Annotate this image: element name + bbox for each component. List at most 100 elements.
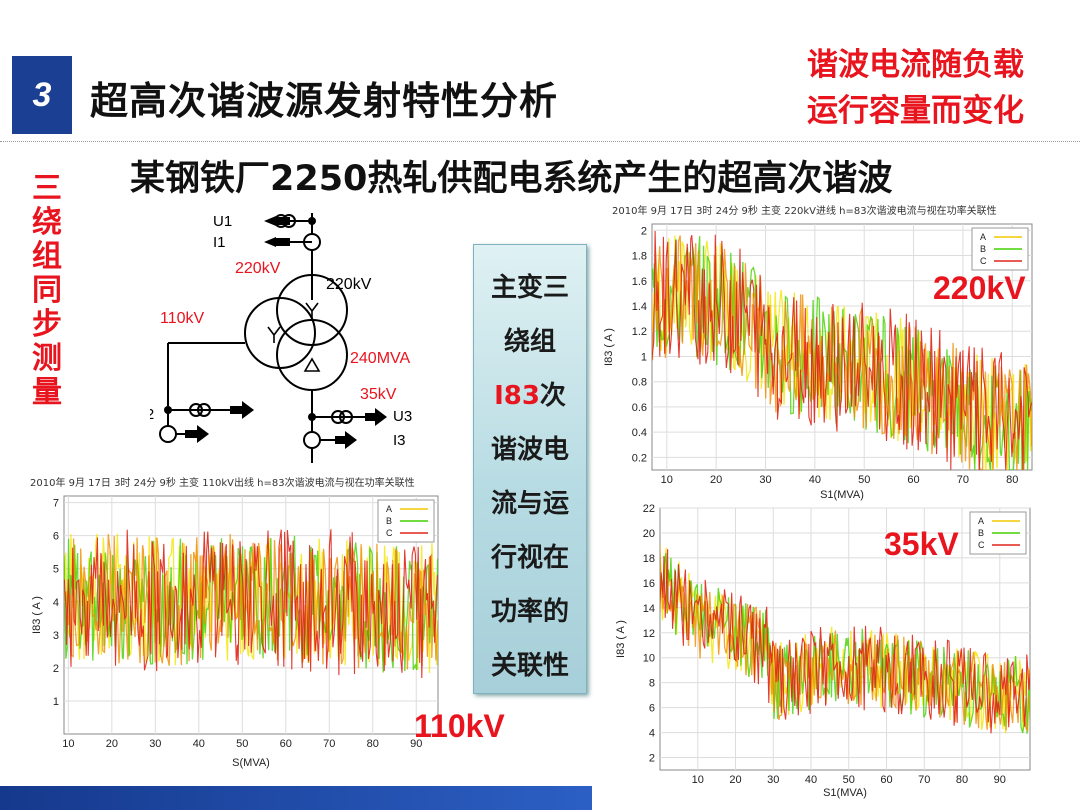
- label-u1: U1: [213, 213, 232, 230]
- x-tick-label: 40: [193, 738, 205, 750]
- label-240mva: 240MVA: [350, 350, 411, 367]
- legend-label: A: [978, 516, 984, 526]
- y-tick-label: 1.4: [632, 301, 647, 313]
- vertical-char: 同: [32, 273, 62, 308]
- series-line-C: [652, 230, 1032, 470]
- center-callout-box: 主变三 绕组 I83次 谐波电 流与运 行视在 功率的 关联性: [473, 244, 587, 694]
- vertical-char: 三: [32, 171, 62, 206]
- callout-line: 流与运: [490, 489, 569, 519]
- label-i1: I1: [213, 234, 226, 251]
- chart-title-110kv: 2010年 9月 17日 3时 24分 9秒 主变 110kV出线 h=83次谐…: [30, 478, 415, 489]
- y-tick-label: 16: [643, 578, 655, 590]
- callout-line: 行视在: [490, 543, 569, 573]
- vertical-char: 测: [32, 341, 62, 376]
- x-tick-label: 80: [1006, 474, 1018, 486]
- chart-220kv: 10 20 30 40 50 60 70 80 0.2 0.4 0.6 0.8 1 1.2 1.4 1.6 1.…: [603, 223, 1033, 501]
- label-u2: U2: [150, 406, 154, 423]
- y-tick-label: 18: [643, 553, 655, 565]
- y-tick-label: 7: [53, 498, 59, 510]
- x-tick-label: 50: [843, 774, 855, 786]
- legend-label: A: [980, 232, 986, 242]
- red-note-line2: 运行容量而变化: [807, 93, 1024, 129]
- legend-label: A: [386, 504, 392, 514]
- y-tick-label: 8: [649, 678, 655, 690]
- callout-red-prefix: I83: [494, 381, 540, 411]
- x-tick-label: 40: [809, 474, 821, 486]
- series-group: [652, 230, 1032, 470]
- y-tick-label: 1.2: [632, 326, 647, 338]
- vertical-char: 绕: [32, 205, 62, 240]
- annotation-220kv: 220kV: [933, 270, 1026, 306]
- x-tick-label: 60: [907, 474, 919, 486]
- x-tick-label: 30: [149, 738, 161, 750]
- label-u3: U3: [393, 408, 412, 425]
- plot-area: [659, 507, 1031, 771]
- x-axis-label: S1(MVA): [820, 489, 864, 501]
- y-tick-label: 1: [53, 696, 59, 708]
- x-tick-label: 70: [957, 474, 969, 486]
- y-axis-label: I83 ( A ): [615, 620, 627, 658]
- x-tick-label: 30: [759, 474, 771, 486]
- vertical-label: 三 绕 组 同 步 测 量: [30, 172, 64, 410]
- x-tick-label: 40: [805, 774, 817, 786]
- legend-label: C: [978, 540, 985, 550]
- callout-line: 主变三: [490, 273, 569, 303]
- y-tick-label: 4: [53, 597, 59, 609]
- x-axis-label: S1(MVA): [823, 787, 867, 799]
- x-tick-label: 10: [62, 738, 74, 750]
- y-tick-label: 4: [649, 728, 655, 740]
- x-tick-label: 70: [323, 738, 335, 750]
- red-note: 谐波电流随负载 运行容量而变化: [807, 42, 1024, 134]
- y-tick-label: 1.8: [632, 251, 647, 263]
- y-tick-label: 6: [53, 531, 59, 543]
- y-tick-label: 2: [649, 753, 655, 765]
- x-tick-label: 10: [661, 474, 673, 486]
- y-tick-label: 0.2: [632, 452, 647, 464]
- y-axis-label: I83 ( A ): [603, 328, 615, 366]
- label-i3: I3: [393, 432, 406, 449]
- y-tick-label: 5: [53, 564, 59, 576]
- y-tick-label: 0.4: [632, 427, 647, 439]
- y-tick-label: 6: [649, 703, 655, 715]
- x-tick-label: 90: [994, 774, 1006, 786]
- x-tick-label: 80: [956, 774, 968, 786]
- section-title: 超高次谐波源发射特性分析: [90, 79, 559, 123]
- label-220kv-red: 220kV: [235, 260, 281, 277]
- callout-line-mixed: I83次: [474, 375, 586, 412]
- callout-line: 次: [539, 381, 566, 411]
- y-tick-label: 20: [643, 528, 655, 540]
- callout-line: 绕组: [503, 327, 556, 357]
- x-tick-label: 60: [880, 774, 892, 786]
- x-tick-label: 30: [767, 774, 779, 786]
- vertical-char: 组: [32, 239, 62, 274]
- x-tick-label: 10: [692, 774, 704, 786]
- y-tick-label: 12: [643, 628, 655, 640]
- y-tick-label: 10: [643, 653, 655, 665]
- callout-line: 谐波电: [490, 435, 569, 465]
- callout-line: 关联性: [490, 651, 569, 681]
- label-35kv-red: 35kV: [360, 386, 397, 403]
- y-tick-label: 0.6: [632, 402, 647, 414]
- series-group: [64, 529, 438, 679]
- vertical-char: 量: [32, 375, 62, 410]
- y-tick-label: 22: [643, 503, 655, 515]
- x-tick-label: 20: [729, 774, 741, 786]
- x-tick-label: 70: [918, 774, 930, 786]
- x-tick-label: 90: [410, 738, 422, 750]
- annotation-110kv: 110kV: [414, 708, 505, 744]
- footer-bar: [0, 786, 592, 810]
- legend-label: B: [980, 244, 986, 254]
- y-tick-label: 1.6: [632, 276, 647, 288]
- legend-label: C: [386, 528, 393, 538]
- x-tick-label: 50: [858, 474, 870, 486]
- red-note-line1: 谐波电流随负载: [807, 47, 1024, 83]
- y-tick-label: 2: [641, 225, 647, 237]
- section-number-badge: 3: [12, 56, 72, 134]
- x-tick-label: 50: [236, 738, 248, 750]
- y-tick-label: 3: [53, 630, 59, 642]
- y-axis-label: I83 ( A ): [31, 596, 43, 634]
- series-line-C: [660, 549, 1030, 734]
- vertical-char: 步: [32, 307, 62, 342]
- y-tick-label: 2: [53, 663, 59, 675]
- x-tick-label: 80: [367, 738, 379, 750]
